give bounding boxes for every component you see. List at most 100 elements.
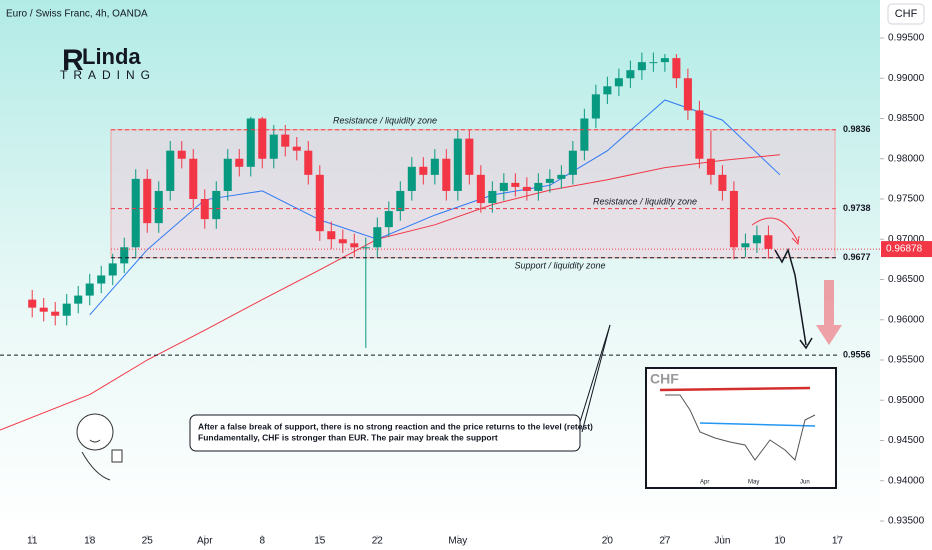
x-tick-label: 22 [372, 536, 384, 547]
candle-body [143, 178, 152, 224]
candle-body [580, 118, 589, 151]
candle-body [189, 158, 198, 199]
x-tick-label: 25 [142, 536, 154, 547]
candle-body [637, 62, 646, 71]
y-tick-label: 0.95500 [888, 355, 925, 366]
candle-body [419, 166, 428, 175]
y-tick-label: 0.94000 [888, 475, 925, 486]
big-down-arrow [816, 280, 842, 345]
x-tick-label: Jun [714, 536, 730, 547]
candle-body [695, 110, 704, 159]
candle-body [327, 231, 336, 240]
candle-body [166, 150, 175, 191]
x-tick-label: 15 [314, 536, 326, 547]
candle-body [235, 158, 244, 167]
logo-name: Linda [82, 44, 141, 69]
candle-body [488, 190, 497, 204]
retest-arrow [751, 217, 799, 243]
candle-body [246, 118, 255, 167]
candle-body [97, 275, 106, 284]
current-price-label: 0.96878 [886, 244, 923, 255]
logo-r: R [62, 44, 84, 77]
x-tick-label: 8 [259, 536, 265, 547]
candle-body [373, 227, 382, 248]
candle-body [672, 58, 681, 79]
candle-body [269, 134, 278, 159]
candle-body [28, 299, 37, 308]
candle-body [752, 235, 761, 244]
candle-body [764, 235, 773, 249]
inset-x-label: May [748, 480, 759, 486]
level-label: 0.9836 [843, 124, 871, 134]
candle-body [430, 158, 439, 175]
candle-body [361, 247, 370, 249]
candle-body [384, 211, 393, 228]
candle-body [338, 239, 347, 244]
candle-body [453, 138, 462, 191]
candle-body [591, 94, 600, 119]
zone-label: Resistance / liquidity zone [333, 115, 437, 125]
candle-body [614, 78, 623, 87]
y-tick-label: 0.99500 [888, 33, 925, 44]
candle-body [51, 311, 60, 316]
level-label: 0.9677 [843, 252, 871, 262]
y-tick-label: 0.97500 [888, 194, 925, 205]
y-tick-label: 0.96500 [888, 274, 925, 285]
candle-body [131, 178, 140, 248]
candle-body [223, 158, 232, 191]
y-tick-label: 0.98000 [888, 153, 925, 164]
y-tick-label: 0.99000 [888, 73, 925, 84]
candle-body [396, 190, 405, 212]
callout-line [581, 324, 611, 433]
x-tick-label: 17 [832, 536, 844, 547]
callout-line [579, 324, 611, 423]
candle-body [603, 86, 612, 95]
projection-arrow [774, 247, 807, 346]
candle-body [718, 174, 727, 191]
doodle [76, 413, 123, 481]
x-tick-label: May [448, 536, 467, 547]
current-price-tag [881, 241, 932, 258]
annotation-line: Fundamentally, CHF is stronger than EUR.… [198, 432, 498, 442]
candle-body [476, 174, 485, 204]
candle-body [741, 243, 750, 248]
zone-label: Resistance / liquidity zone [593, 196, 697, 206]
currency-button[interactable] [887, 3, 925, 25]
x-tick-label: 20 [602, 536, 614, 547]
x-tick-label: 18 [84, 536, 96, 547]
candle-body [304, 150, 313, 175]
candle-body [660, 58, 669, 63]
y-tick-label: 0.98500 [888, 113, 925, 124]
candle-body [281, 134, 290, 147]
y-tick-label: 0.93500 [888, 516, 925, 527]
candle-body [522, 186, 531, 191]
candle-body [568, 150, 577, 175]
chart-title: Euro / Swiss Franc, 4h, OANDA [6, 9, 148, 20]
y-tick-label: 0.94500 [888, 435, 925, 446]
inset-title: CHF [650, 371, 679, 387]
x-tick-label: Apr [197, 536, 213, 547]
arrow-head [799, 337, 813, 350]
candle-body [442, 158, 451, 191]
level-label: 0.9738 [843, 203, 871, 213]
candle-body [407, 166, 416, 191]
inset-x-label: Jun [800, 480, 810, 486]
x-tick-label: 10 [774, 536, 786, 547]
inset-x-label: Apr [700, 480, 709, 486]
candle-body [292, 146, 301, 151]
candle-body [62, 303, 71, 316]
y-tick-label: 0.96000 [888, 314, 925, 325]
arrow-head [791, 235, 800, 246]
candle-body [545, 178, 554, 183]
annotation-box [189, 414, 581, 452]
y-tick-label: 0.97000 [888, 234, 925, 245]
candle-body [706, 158, 715, 175]
candle-body [729, 190, 738, 248]
candle-body [177, 150, 186, 159]
candle-body [683, 78, 692, 111]
level-label: 0.9556 [843, 350, 871, 360]
candle-body [649, 62, 658, 64]
price-axis [880, 0, 932, 550]
currency-button-label[interactable]: CHF [895, 8, 918, 20]
